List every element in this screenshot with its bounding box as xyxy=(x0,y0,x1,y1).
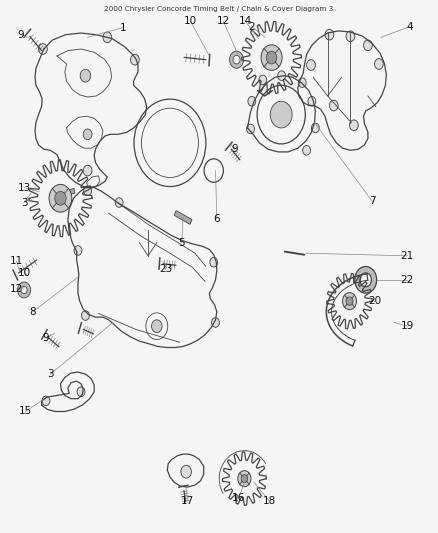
Text: 20: 20 xyxy=(368,296,381,306)
Circle shape xyxy=(311,123,319,133)
Circle shape xyxy=(21,286,27,294)
Circle shape xyxy=(261,45,282,70)
Text: 7: 7 xyxy=(369,197,376,206)
Circle shape xyxy=(84,186,92,196)
Circle shape xyxy=(270,101,292,128)
Text: 3: 3 xyxy=(21,198,28,207)
Text: 13: 13 xyxy=(18,183,31,192)
Text: 8: 8 xyxy=(29,307,36,317)
Text: 19: 19 xyxy=(401,321,414,331)
Circle shape xyxy=(131,54,139,65)
Text: 10: 10 xyxy=(18,268,31,278)
Circle shape xyxy=(343,293,357,310)
Circle shape xyxy=(74,246,82,255)
Circle shape xyxy=(55,191,66,205)
Circle shape xyxy=(298,78,306,87)
Text: 16: 16 xyxy=(232,494,245,503)
Text: 23: 23 xyxy=(159,264,172,274)
Circle shape xyxy=(210,257,218,267)
Circle shape xyxy=(18,282,31,298)
Circle shape xyxy=(350,120,358,131)
Circle shape xyxy=(308,96,316,106)
Text: 5: 5 xyxy=(178,238,185,247)
Circle shape xyxy=(247,124,254,134)
Text: 17: 17 xyxy=(181,496,194,506)
Text: 4: 4 xyxy=(406,22,413,31)
Circle shape xyxy=(49,184,72,212)
Circle shape xyxy=(80,69,91,82)
Circle shape xyxy=(238,471,251,487)
Text: 3: 3 xyxy=(47,369,54,379)
Circle shape xyxy=(360,273,371,287)
Circle shape xyxy=(259,75,267,85)
Circle shape xyxy=(355,266,377,293)
Text: 2000 Chrysler Concorde Timing Belt / Chain & Cover Diagram 3: 2000 Chrysler Concorde Timing Belt / Cha… xyxy=(104,6,334,12)
Circle shape xyxy=(278,71,286,80)
Circle shape xyxy=(346,31,355,42)
Text: 1: 1 xyxy=(119,23,126,33)
Circle shape xyxy=(233,55,240,64)
Circle shape xyxy=(248,96,256,106)
Text: 11: 11 xyxy=(10,256,23,266)
Text: 9: 9 xyxy=(42,334,49,343)
Text: 6: 6 xyxy=(213,214,220,223)
Text: 10: 10 xyxy=(184,17,197,26)
Text: 9: 9 xyxy=(18,30,25,39)
Circle shape xyxy=(152,320,162,333)
Text: 9: 9 xyxy=(231,144,238,154)
Text: 22: 22 xyxy=(401,275,414,285)
Polygon shape xyxy=(55,189,75,197)
Circle shape xyxy=(325,29,334,40)
Circle shape xyxy=(266,51,277,64)
Circle shape xyxy=(303,146,311,155)
Circle shape xyxy=(83,165,92,176)
Circle shape xyxy=(346,297,353,305)
Circle shape xyxy=(115,198,123,207)
Circle shape xyxy=(39,44,47,54)
Circle shape xyxy=(374,59,383,69)
Circle shape xyxy=(307,60,315,70)
Text: 12: 12 xyxy=(217,17,230,26)
Circle shape xyxy=(181,465,191,478)
Circle shape xyxy=(230,51,244,68)
Text: 12: 12 xyxy=(10,284,23,294)
Circle shape xyxy=(42,396,50,406)
Circle shape xyxy=(77,387,85,397)
Circle shape xyxy=(83,129,92,140)
Circle shape xyxy=(103,32,112,43)
Text: 18: 18 xyxy=(263,496,276,506)
Polygon shape xyxy=(174,211,192,224)
Circle shape xyxy=(212,318,219,327)
Circle shape xyxy=(241,474,248,483)
Text: 14: 14 xyxy=(239,17,252,26)
Circle shape xyxy=(81,311,89,320)
Circle shape xyxy=(329,100,338,111)
Text: 21: 21 xyxy=(401,251,414,261)
Circle shape xyxy=(364,40,372,51)
Text: 2: 2 xyxy=(248,22,255,31)
Text: 15: 15 xyxy=(19,407,32,416)
